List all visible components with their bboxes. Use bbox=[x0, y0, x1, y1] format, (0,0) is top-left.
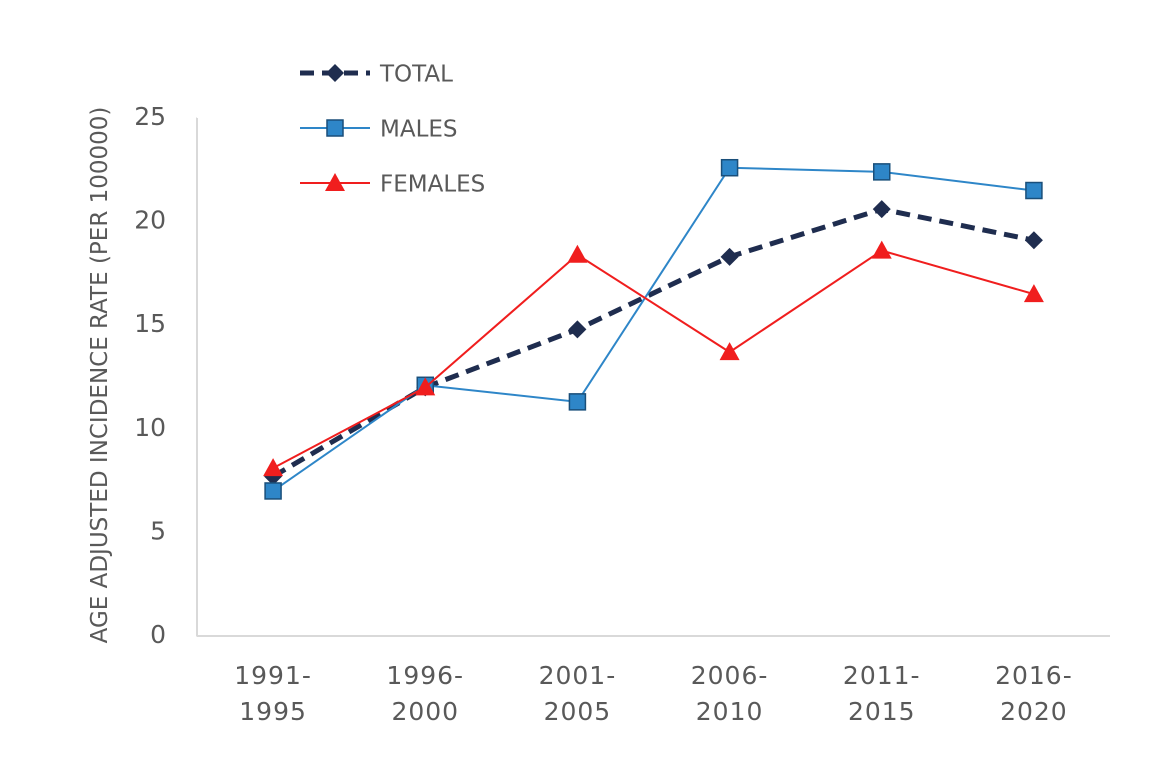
data-point bbox=[719, 342, 740, 361]
y-tick-label: 10 bbox=[134, 413, 166, 442]
legend-label: TOTAL bbox=[379, 62, 453, 88]
series-line bbox=[271, 206, 1035, 479]
x-tick-label: 2016- 2020 bbox=[995, 661, 1073, 726]
legend-marker bbox=[326, 119, 344, 137]
legend-marker bbox=[326, 64, 344, 82]
data-point bbox=[568, 320, 587, 339]
y-tick-label: 0 bbox=[150, 620, 166, 649]
data-point bbox=[263, 458, 284, 477]
data-point bbox=[568, 393, 587, 411]
y-tick-label: 5 bbox=[150, 516, 166, 545]
data-point bbox=[1023, 284, 1044, 303]
data-point bbox=[720, 158, 739, 177]
x-tick-label: 2006- 2010 bbox=[690, 661, 769, 726]
legend-marker bbox=[325, 173, 345, 191]
data-point bbox=[1025, 181, 1043, 200]
x-tick-label: 2001- 2005 bbox=[538, 661, 617, 726]
x-tick-label: 1996- 2000 bbox=[386, 661, 465, 726]
data-point bbox=[1024, 231, 1043, 250]
legend-label: MALES bbox=[380, 117, 458, 143]
x-tick-label: 2011- 2015 bbox=[842, 661, 921, 726]
series-line bbox=[272, 249, 1035, 470]
legend-label: FEMALES bbox=[380, 172, 485, 198]
y-tick-label: 15 bbox=[134, 309, 166, 338]
x-tick-label: 1991- 1995 bbox=[234, 661, 312, 726]
data-point bbox=[567, 244, 588, 263]
series-line bbox=[272, 166, 1035, 492]
y-tick-label: 20 bbox=[134, 206, 166, 235]
data-point bbox=[872, 200, 891, 219]
data-point bbox=[415, 377, 436, 396]
data-point bbox=[873, 163, 891, 181]
y-axis-label: AGE ADJUSTED INCIDENCE RATE (PER 100000) bbox=[87, 106, 113, 644]
data-point bbox=[720, 247, 739, 266]
data-point bbox=[264, 482, 282, 500]
y-tick-label: 25 bbox=[134, 102, 166, 131]
data-point bbox=[871, 240, 892, 259]
